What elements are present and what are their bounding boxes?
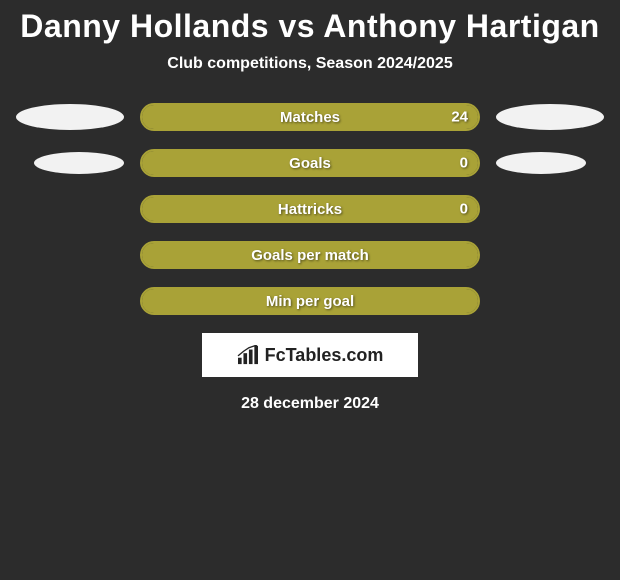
stat-bar: Hattricks 0: [140, 195, 480, 223]
chart-icon: [237, 345, 259, 365]
logo-inner: FcTables.com: [237, 345, 384, 366]
stats-area: Matches 24 Goals 0 Hattricks 0 Goals per match…: [0, 103, 620, 315]
right-marker: [496, 104, 604, 130]
stat-bar: Goals 0: [140, 149, 480, 177]
left-marker: [16, 196, 124, 222]
stat-bar: Matches 24: [140, 103, 480, 131]
page-title: Danny Hollands vs Anthony Hartigan: [0, 8, 620, 45]
stat-label: Goals: [289, 155, 331, 172]
stat-row: Goals 0: [0, 149, 620, 177]
page-subtitle: Club competitions, Season 2024/2025: [0, 55, 620, 73]
left-marker: [34, 152, 124, 174]
stat-bar: Goals per match: [140, 241, 480, 269]
stat-label: Min per goal: [266, 293, 354, 310]
right-marker: [496, 288, 604, 314]
stat-row: Goals per match: [0, 241, 620, 269]
stat-row: Matches 24: [0, 103, 620, 131]
stat-value-right: 0: [460, 155, 468, 172]
stat-bar: Min per goal: [140, 287, 480, 315]
date-text: 28 december 2024: [0, 395, 620, 413]
left-marker: [16, 104, 124, 130]
right-marker: [496, 242, 604, 268]
stat-label: Goals per match: [251, 247, 369, 264]
left-marker: [16, 288, 124, 314]
chart-container: Danny Hollands vs Anthony Hartigan Club …: [0, 0, 620, 413]
right-marker: [496, 152, 586, 174]
stat-value-right: 24: [451, 109, 468, 126]
stat-value-right: 0: [460, 201, 468, 218]
logo-box: FcTables.com: [202, 333, 418, 377]
right-marker: [496, 196, 604, 222]
stat-label: Hattricks: [278, 201, 342, 218]
stat-label: Matches: [280, 109, 340, 126]
logo-text: FcTables.com: [265, 345, 384, 366]
left-marker: [16, 242, 124, 268]
stat-row: Min per goal: [0, 287, 620, 315]
stat-row: Hattricks 0: [0, 195, 620, 223]
